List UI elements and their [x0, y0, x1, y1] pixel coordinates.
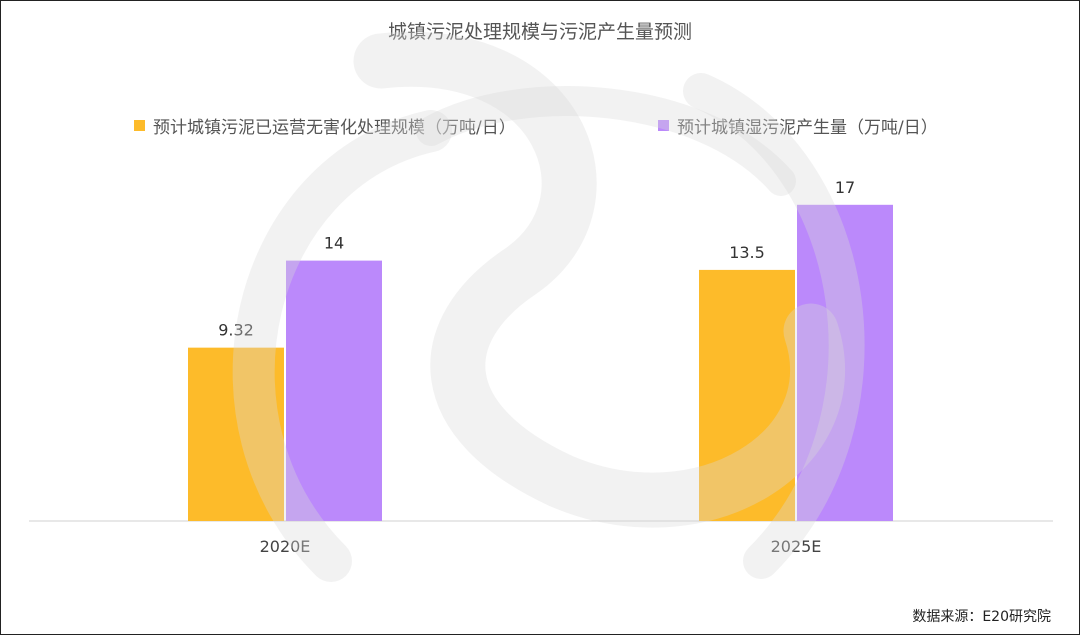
- bar-2020E-series-1: [286, 260, 382, 521]
- data-label-2025E-series-0: 13.5: [729, 243, 765, 262]
- legend-label-treatment: 预计城镇污泥已运营无害化处理规模（万吨/日）: [153, 118, 516, 138]
- legend-swatch-production: [658, 120, 669, 131]
- data-source: 数据来源：E20研究院: [912, 609, 1051, 625]
- x-tick-label-2020E: 2020E: [260, 537, 311, 556]
- data-label-2025E-series-1: 17: [835, 178, 855, 197]
- x-tick-label-2025E: 2025E: [771, 537, 822, 556]
- legend-label-production: 预计城镇湿污泥产生量（万吨/日）: [677, 118, 938, 138]
- bar-2020E-series-0: [188, 347, 284, 521]
- bar-2025E-series-1: [797, 204, 893, 522]
- legend-item-production: 预计城镇湿污泥产生量（万吨/日）: [658, 113, 938, 138]
- chart-title: 城镇污泥处理规模与污泥产生量预测: [387, 21, 692, 43]
- data-label-2020E-series-1: 14: [324, 234, 344, 253]
- data-label-2020E-series-0: 9.32: [218, 321, 254, 340]
- legend-swatch-treatment: [134, 120, 145, 131]
- legend-item-treatment: 预计城镇污泥已运营无害化处理规模（万吨/日）: [134, 113, 516, 138]
- bar-2025E-series-0: [699, 269, 795, 521]
